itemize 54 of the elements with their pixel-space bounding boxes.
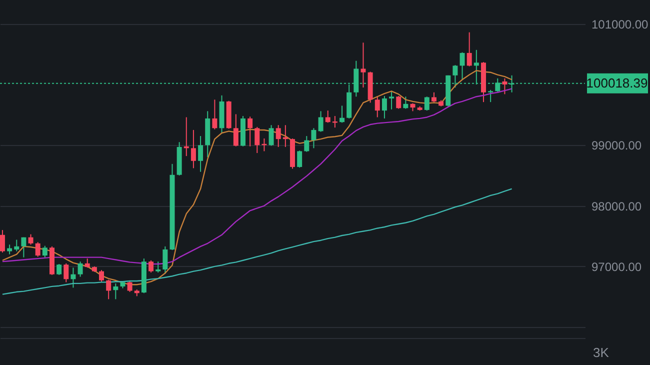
candlestick <box>297 150 302 168</box>
candlestick <box>148 260 154 273</box>
candlestick <box>325 110 330 124</box>
candlestick <box>424 96 430 112</box>
candlestick <box>389 90 394 110</box>
candlestick <box>162 246 168 274</box>
y-tick-label: 98000.00 <box>592 199 642 214</box>
line-series <box>2 188 512 295</box>
candlestick <box>21 236 26 258</box>
candlestick <box>488 89 494 103</box>
candlestick <box>156 261 161 273</box>
candlestick <box>70 267 76 288</box>
text: 3K <box>593 345 610 360</box>
candlestick <box>304 136 310 152</box>
candlestick <box>340 105 345 124</box>
candlestick <box>431 92 436 103</box>
candlestick <box>212 99 218 130</box>
candlestick <box>403 96 408 110</box>
candlestick <box>460 52 465 80</box>
candlestick <box>374 96 380 118</box>
candlestick <box>382 96 387 119</box>
candlestick <box>198 136 204 172</box>
candlestick <box>466 32 472 67</box>
candlestick <box>268 124 274 146</box>
candlestick <box>502 78 508 95</box>
y-tick-label: 101000.00 <box>592 17 649 32</box>
candlestick <box>64 262 69 283</box>
candlestick <box>99 270 104 282</box>
y-tick-label: 97000.00 <box>592 260 642 274</box>
candlestick <box>42 245 48 258</box>
candlestick <box>35 242 40 258</box>
candlestick <box>190 129 196 169</box>
ref-line-label: 100018.39 <box>586 75 648 90</box>
candlestick <box>233 114 238 147</box>
candlestick <box>78 261 83 278</box>
candlestick <box>254 126 260 154</box>
candlestick <box>84 258 90 268</box>
candlestick <box>282 124 288 148</box>
candlestick <box>7 244 12 255</box>
line-series <box>2 70 512 286</box>
candlestick <box>248 116 253 147</box>
y-tick-label: 99000.00 <box>592 138 642 153</box>
candlestick <box>311 128 316 149</box>
candlestick <box>127 280 132 292</box>
candlestick <box>56 264 62 276</box>
candlestick <box>14 239 20 252</box>
candlestick <box>0 230 5 253</box>
candlestick <box>28 234 34 246</box>
candlestick <box>360 42 366 88</box>
candlestick <box>106 279 112 300</box>
candlestick <box>318 110 324 132</box>
candlestick <box>396 96 402 110</box>
candlestick <box>113 282 118 300</box>
candlestick <box>276 124 281 148</box>
